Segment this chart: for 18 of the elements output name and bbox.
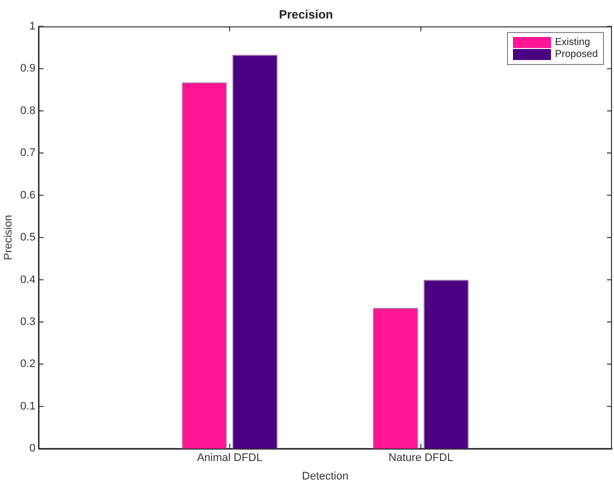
- x-tick-label: Animal DFDL: [196, 452, 262, 464]
- y-tick-label: 0.9: [20, 62, 36, 75]
- y-tick-label: 0.3: [20, 316, 36, 328]
- x-tick-label: Nature DFDL: [388, 452, 454, 464]
- y-tick-label: 0.5: [20, 232, 36, 244]
- y-axis-title: Precision: [2, 214, 15, 260]
- y-tick-label: 0.2: [20, 358, 36, 370]
- legend-label: Proposed: [555, 49, 598, 60]
- y-tick-label: 0.8: [20, 104, 36, 117]
- y-tick-label: 0: [29, 442, 36, 455]
- legend-label: Existing: [555, 37, 590, 48]
- y-tick-label: 0.7: [20, 147, 36, 160]
- y-tick-label: 0.4: [20, 274, 36, 286]
- chart-title: Precision: [278, 8, 334, 22]
- y-tick-label: 1: [29, 20, 36, 32]
- y-tick-label: 0.1: [20, 400, 36, 412]
- y-tick-label: 0.6: [20, 189, 36, 202]
- x-axis-title: Detection: [302, 470, 348, 482]
